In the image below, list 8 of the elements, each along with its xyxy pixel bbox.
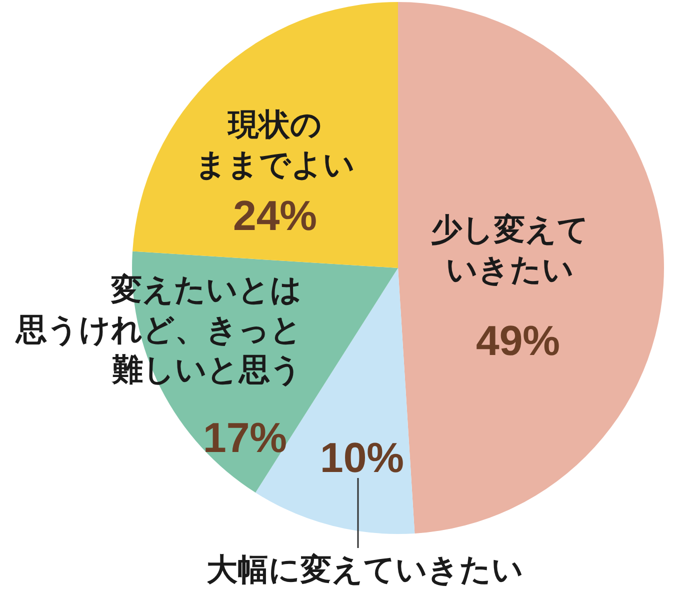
slice-label: 現状のままでよい	[195, 107, 355, 183]
pie-slice	[132, 2, 398, 268]
data-label: 17%	[202, 414, 288, 461]
data-label: 49%	[476, 317, 560, 364]
slice-label: 大幅に変えていきたい	[206, 552, 524, 588]
data-label: 10%	[320, 434, 404, 481]
data-label: 24%	[232, 192, 318, 239]
slice-label: 少し変えていきたい	[431, 212, 589, 288]
